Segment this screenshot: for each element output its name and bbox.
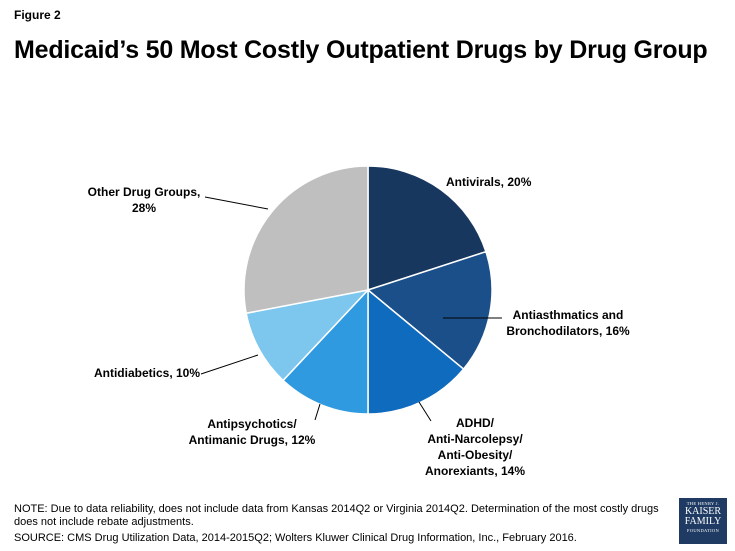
slice-label-line: Bronchodilators, 16% <box>506 324 630 338</box>
leader-line <box>314 403 321 421</box>
note-text: NOTE: Due to data reliability, does not … <box>14 503 659 528</box>
slice-label-line: Antivirals, 20% <box>446 175 532 189</box>
source-text: SOURCE: CMS Drug Utilization Data, 2014-… <box>14 532 577 544</box>
slice-label-line: Antidiabetics, 10% <box>94 366 200 380</box>
slice-label: Antipsychotics/Antimanic Drugs, 12% <box>189 417 316 447</box>
slice-label: Antivirals, 20% <box>446 175 532 189</box>
pie-slice <box>243 165 369 315</box>
pie-slice <box>282 288 369 415</box>
slice-label-line: Antiasthmatics and <box>513 308 624 322</box>
logo-line-4: FOUNDATION <box>687 528 719 533</box>
logo-line-1: THE HENRY J. <box>686 501 720 506</box>
slice-label-line: Antimanic Drugs, 12% <box>189 433 316 447</box>
figure-label: Figure 2 <box>14 8 61 22</box>
pie-slice <box>367 288 465 415</box>
slice-label-line: ADHD/ <box>456 416 495 430</box>
leader-line <box>200 354 259 375</box>
leader-line <box>418 401 432 422</box>
leader-line <box>204 196 269 210</box>
slice-label-line: Anorexiants, 14% <box>425 464 525 478</box>
chart-title: Medicaid’s 50 Most Costly Outpatient Dru… <box>14 36 708 64</box>
pie-slice <box>366 250 493 371</box>
slice-label: Other Drug Groups, 28% <box>88 185 201 215</box>
slice-label: Antiasthmatics and Bronchodilators, 16% <box>506 308 630 338</box>
pie-slice <box>245 288 371 382</box>
slice-label-line: Anti-Obesity/ <box>438 448 513 462</box>
pie-slice <box>367 165 487 292</box>
slice-label: ADHD/Anti-Narcolepsy/Anti-Obesity/Anorex… <box>425 416 525 478</box>
slice-label: Antidiabetics, 10% <box>94 366 200 380</box>
logo-line-3: FAMILY <box>684 516 722 527</box>
slice-label-line: Antipsychotics/ <box>207 417 297 431</box>
slice-label-line: Anti-Narcolepsy/ <box>427 432 523 446</box>
kff-logo: THE HENRY J. KAISER FAMILY FOUNDATION <box>679 498 727 544</box>
slice-label-line: Other Drug Groups, <box>88 185 201 199</box>
logo-line-2: KAISER <box>684 506 722 517</box>
slice-label-line: 28% <box>132 201 156 215</box>
